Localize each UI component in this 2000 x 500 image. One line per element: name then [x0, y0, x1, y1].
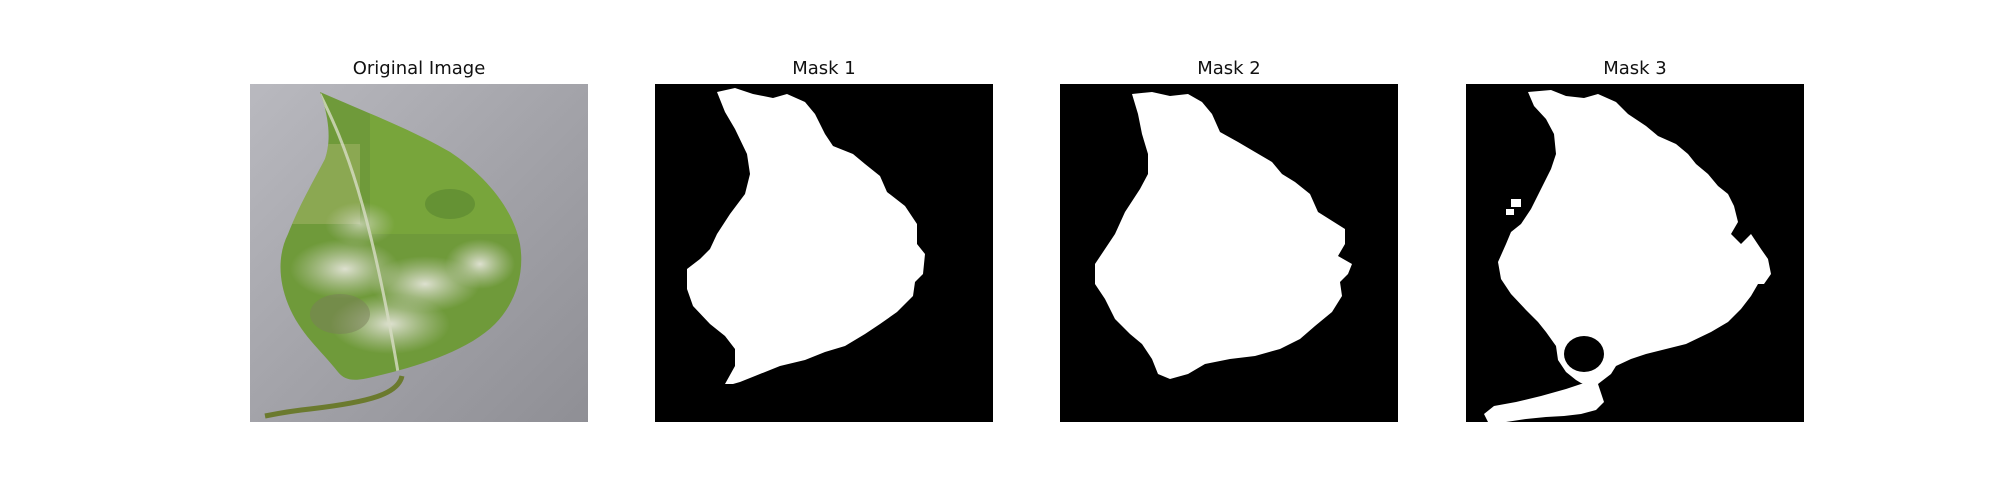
mask-3-graphic — [1466, 84, 1804, 422]
mask-2-image — [1060, 84, 1398, 422]
panel-title-mask-1: Mask 1 — [792, 58, 856, 79]
mask-1-image — [655, 84, 993, 422]
panel-title-original: Original Image — [352, 58, 486, 79]
mask-3-image — [1466, 84, 1804, 422]
panel-mask-3: Mask 3 — [1466, 56, 1804, 422]
panel-title-mask-2: Mask 2 — [1197, 58, 1261, 79]
panel-mask-2: Mask 2 — [1060, 56, 1398, 422]
mask-1-graphic — [655, 84, 993, 422]
panel-mask-1: Mask 1 — [655, 56, 993, 422]
leaf-photo-graphic — [250, 84, 588, 422]
panel-original-image: Original Image — [250, 56, 588, 422]
panel-title-mask-3: Mask 3 — [1603, 58, 1667, 79]
original-image — [250, 84, 588, 422]
mask-2-graphic — [1060, 84, 1398, 422]
